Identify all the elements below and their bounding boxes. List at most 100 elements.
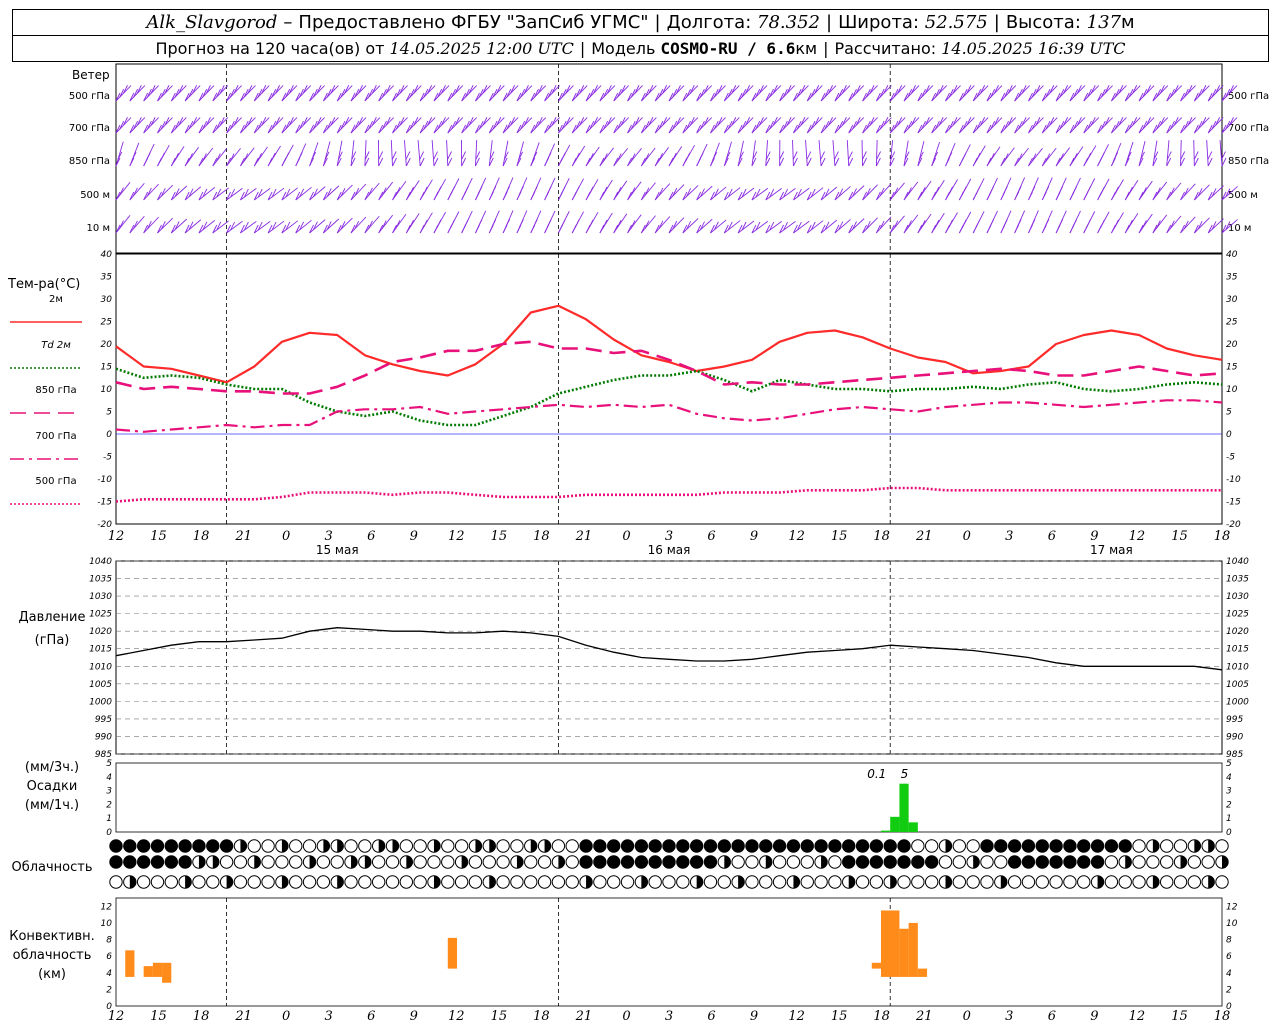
wind-barb — [723, 141, 732, 167]
wind-barb-flag — [1138, 124, 1144, 134]
cloud-symbol — [316, 875, 331, 889]
wind-barb-flag — [364, 92, 370, 102]
wind-barb-flag — [658, 153, 663, 162]
cloud-symbol — [842, 855, 856, 869]
wind-barb — [931, 117, 948, 134]
cloud-symbol — [731, 839, 745, 853]
wind-barb-flag — [806, 191, 812, 201]
wind-barb-flag — [502, 157, 508, 167]
wind-barb-flag — [814, 117, 820, 126]
wind-barb — [1138, 141, 1146, 167]
wind-barb-flag — [1063, 117, 1069, 126]
wind-barb-flag — [1193, 151, 1199, 160]
cloud-symbol-half — [461, 855, 468, 869]
pressure-axis-tick-left-7: 1020 — [89, 627, 112, 637]
wind-barb-flag — [174, 221, 180, 230]
cloud-symbol — [648, 855, 662, 869]
wind-barb-flag — [129, 224, 135, 234]
wind-barb-flag — [934, 186, 940, 196]
cloud-symbol-half — [364, 855, 372, 869]
wind-barb-flag — [354, 220, 360, 230]
wind-barb-flag — [216, 120, 221, 130]
wind-barb-flag — [713, 221, 719, 230]
cloud-symbol — [1077, 855, 1091, 869]
wind-barb-flag — [574, 219, 580, 228]
wind-barb-flag — [1041, 157, 1047, 167]
cloud-symbol-half — [516, 855, 524, 869]
wind-barb-flag — [990, 88, 996, 98]
wind-barb-flag — [668, 191, 674, 201]
wind-barb — [1152, 140, 1158, 167]
wind-barb-flag — [575, 120, 581, 130]
wind-barb-flag — [1207, 157, 1213, 167]
wind-barb-flag — [119, 187, 124, 196]
wind-barb-flag — [1055, 92, 1061, 102]
temp-axis-tick-left-9: 25 — [101, 318, 113, 328]
wind-barb-flag — [627, 157, 632, 167]
wind-barb-flag — [751, 92, 757, 102]
wind-barb-flag — [1086, 219, 1091, 228]
wind-barb-flag — [437, 120, 443, 130]
wind-barb-flag — [1166, 191, 1172, 201]
wind-barb-flag — [980, 117, 986, 126]
wind-barb-flag — [755, 120, 761, 130]
cloud-symbol-half — [1194, 839, 1201, 853]
wind-barb-flag — [947, 152, 953, 161]
cloud-symbol — [1007, 839, 1022, 853]
temp-series-1 — [115, 304, 1223, 384]
wind-barb-flag — [634, 117, 640, 126]
temp-legend-label-3: 700 гПа — [35, 431, 76, 442]
wind-barb-flag — [962, 88, 968, 98]
wind-barb — [751, 140, 756, 167]
wind-barb-flag — [516, 157, 522, 167]
wind-barb — [198, 147, 214, 167]
conv-bar-9 — [917, 968, 928, 977]
wind-barb-flag — [589, 120, 595, 130]
wind-barb-flag — [588, 219, 594, 229]
wind-barb — [793, 187, 810, 201]
wind-barb-flag — [848, 124, 854, 134]
wind-barb-flag — [364, 191, 370, 201]
cloud-symbol — [800, 839, 814, 853]
wind-barb-flag — [477, 219, 483, 228]
wind-barb — [737, 187, 755, 201]
wind-barb — [917, 180, 932, 201]
wind-barb-flag — [682, 191, 688, 201]
wind-barb — [406, 85, 422, 102]
wind-barb-flag — [281, 191, 287, 201]
cloud-symbol — [1049, 875, 1063, 889]
wind-barb-flag — [1110, 124, 1116, 134]
wind-barb-flag — [737, 124, 743, 134]
wind-barb — [170, 218, 188, 234]
wind-barb — [1193, 140, 1195, 167]
wind-barb — [931, 141, 941, 167]
wind-barb-flag — [1187, 117, 1193, 126]
wind-barb-flag — [1055, 157, 1061, 167]
wind-barb-flag — [1028, 92, 1033, 102]
cloud-symbol — [441, 839, 455, 853]
cloud-symbol-half — [1000, 875, 1007, 889]
wind-barb-flag — [1155, 187, 1161, 196]
wind-barb — [875, 140, 878, 167]
cloud-symbol — [1021, 875, 1036, 889]
wind-barb-flag — [405, 151, 411, 160]
wind-barb-flag — [917, 191, 923, 201]
wind-barb-flag — [986, 124, 992, 134]
wind-barb-flag — [206, 85, 211, 94]
wind-barb-flag — [893, 88, 899, 98]
wind-barb-flag — [157, 224, 162, 234]
wind-barb-flag — [326, 221, 332, 230]
cloud-panel-title: Облачность — [11, 860, 93, 875]
cloud-symbol — [1035, 875, 1049, 889]
wind-barb-flag — [935, 88, 940, 98]
wind-barb-flag — [492, 120, 498, 130]
wind-barb-flag — [862, 191, 867, 201]
wind-barb-flag — [502, 124, 508, 134]
wind-barb-flag — [316, 117, 322, 126]
wind-barb-flag — [378, 151, 384, 160]
wind-barb-flag — [1166, 157, 1172, 167]
wind-barb-flag — [289, 117, 294, 126]
wind-barb-flag — [423, 88, 429, 98]
wind-level-label-left-1: 700 гПа — [69, 123, 110, 134]
precip-tick-left-2: 2 — [106, 800, 112, 810]
